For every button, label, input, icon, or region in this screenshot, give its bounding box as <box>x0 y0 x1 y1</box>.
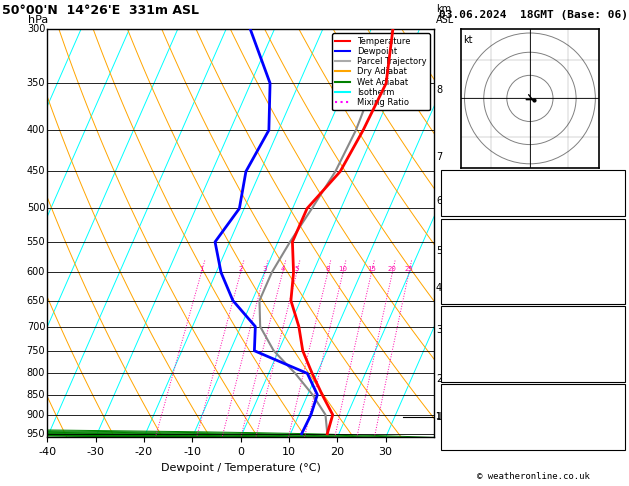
Text: 8: 8 <box>436 85 442 95</box>
Text: 6: 6 <box>616 293 621 302</box>
Text: 15: 15 <box>367 266 376 273</box>
Text: 800: 800 <box>27 368 45 379</box>
Text: 5: 5 <box>436 246 442 256</box>
Text: 900: 900 <box>27 410 45 420</box>
Text: kt: kt <box>464 35 473 45</box>
Text: Hodograph: Hodograph <box>507 386 559 395</box>
Text: Temp (°C): Temp (°C) <box>445 232 496 242</box>
Text: SREH: SREH <box>445 412 468 421</box>
Text: CIN (J): CIN (J) <box>445 371 485 380</box>
Text: 650: 650 <box>27 295 45 306</box>
Text: 1: 1 <box>616 438 621 448</box>
Text: 750: 750 <box>26 346 45 356</box>
Text: 4: 4 <box>281 266 285 273</box>
Text: Surface: Surface <box>513 220 553 229</box>
Text: θᴄ(K): θᴄ(K) <box>445 257 474 266</box>
Text: 319: 319 <box>604 333 621 342</box>
Text: 1: 1 <box>436 412 442 422</box>
Text: 24: 24 <box>610 358 621 367</box>
Text: 03.06.2024  18GMT (Base: 06): 03.06.2024 18GMT (Base: 06) <box>438 10 628 20</box>
Text: 450: 450 <box>27 167 45 176</box>
Text: Totals Totals: Totals Totals <box>445 189 520 198</box>
Text: 700: 700 <box>27 322 45 331</box>
Text: 8: 8 <box>326 266 330 273</box>
Text: CAPE (J): CAPE (J) <box>445 281 491 290</box>
X-axis label: Dewpoint / Temperature (°C): Dewpoint / Temperature (°C) <box>160 463 321 473</box>
Text: 125°: 125° <box>598 425 621 434</box>
Text: 600: 600 <box>27 267 45 278</box>
Text: Mixing Ratio (g/kg): Mixing Ratio (g/kg) <box>454 187 464 279</box>
Text: 850: 850 <box>27 390 45 399</box>
Text: Most Unstable: Most Unstable <box>496 308 571 317</box>
Text: 350: 350 <box>27 78 45 88</box>
Text: 6: 6 <box>436 196 442 207</box>
Text: 10: 10 <box>338 266 347 273</box>
Text: 950: 950 <box>27 429 45 439</box>
Bar <box>441 219 625 304</box>
Text: Lifted Index: Lifted Index <box>445 269 514 278</box>
Text: 500: 500 <box>27 204 45 213</box>
Text: CIN (J): CIN (J) <box>445 293 485 302</box>
Text: 6: 6 <box>616 371 621 380</box>
Text: 400: 400 <box>27 125 45 135</box>
Text: 5: 5 <box>294 266 299 273</box>
Text: StmSpd (kt): StmSpd (kt) <box>445 438 508 448</box>
Text: 550: 550 <box>26 237 45 247</box>
Text: Lifted Index: Lifted Index <box>445 346 514 355</box>
Text: 1: 1 <box>199 266 204 273</box>
Text: θᴄ (K): θᴄ (K) <box>445 333 479 342</box>
Bar <box>441 170 625 216</box>
Text: 7: 7 <box>436 152 442 162</box>
Text: 3: 3 <box>436 325 442 334</box>
Text: 3: 3 <box>262 266 267 273</box>
Text: Dewp (°C): Dewp (°C) <box>445 244 496 254</box>
Text: km
ASL: km ASL <box>436 4 454 25</box>
Text: -8: -8 <box>610 399 621 408</box>
Text: 28: 28 <box>610 174 621 182</box>
Bar <box>441 306 625 382</box>
Text: 1: 1 <box>616 269 621 278</box>
Text: 2: 2 <box>436 374 442 383</box>
Text: 300: 300 <box>27 24 45 34</box>
Text: © weatheronline.co.uk: © weatheronline.co.uk <box>477 472 589 481</box>
Text: 1: 1 <box>616 346 621 355</box>
Text: 25: 25 <box>404 266 413 273</box>
Text: K: K <box>445 174 450 182</box>
Text: 319: 319 <box>604 257 621 266</box>
Text: 1LCL: 1LCL <box>435 412 454 421</box>
Text: -11: -11 <box>604 412 621 421</box>
Text: 48: 48 <box>610 189 621 198</box>
Text: CAPE (J): CAPE (J) <box>445 358 491 367</box>
Legend: Temperature, Dewpoint, Parcel Trajectory, Dry Adiabat, Wet Adiabat, Isotherm, Mi: Temperature, Dewpoint, Parcel Trajectory… <box>332 34 430 110</box>
Text: Pressure (mb): Pressure (mb) <box>445 320 520 330</box>
Text: 976: 976 <box>604 320 621 330</box>
Text: 20: 20 <box>388 266 397 273</box>
Text: 4: 4 <box>436 283 442 294</box>
Text: PW (cm): PW (cm) <box>445 204 485 213</box>
Text: 2.48: 2.48 <box>598 204 621 213</box>
Text: hPa: hPa <box>28 15 48 25</box>
Text: StmDir: StmDir <box>445 425 479 434</box>
Text: 2: 2 <box>238 266 243 273</box>
Text: 12.3: 12.3 <box>598 244 621 254</box>
Bar <box>441 384 625 450</box>
Text: 17.6: 17.6 <box>598 232 621 242</box>
Text: EH: EH <box>445 399 456 408</box>
Text: 24: 24 <box>610 281 621 290</box>
Text: 50°00'N  14°26'E  331m ASL: 50°00'N 14°26'E 331m ASL <box>2 4 199 17</box>
